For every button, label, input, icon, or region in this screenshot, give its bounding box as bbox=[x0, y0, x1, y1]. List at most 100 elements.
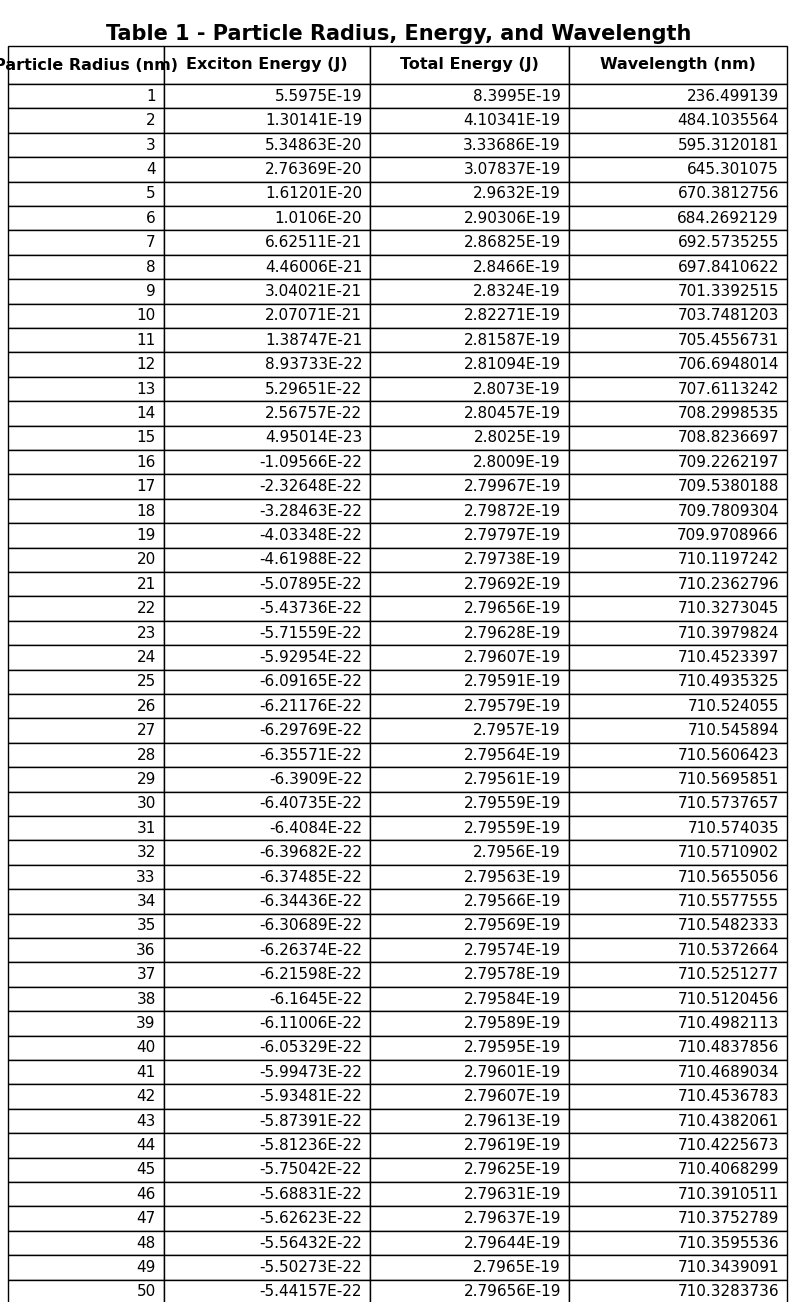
Bar bbox=[164, 1035, 370, 1060]
Text: -6.05329E-22: -6.05329E-22 bbox=[259, 1040, 362, 1056]
Bar bbox=[370, 694, 569, 719]
Bar bbox=[164, 1255, 370, 1280]
Text: 710.4523397: 710.4523397 bbox=[678, 650, 779, 665]
Bar bbox=[569, 596, 787, 621]
Bar bbox=[370, 987, 569, 1012]
Bar bbox=[8, 450, 164, 474]
Bar bbox=[164, 1060, 370, 1085]
Text: 25: 25 bbox=[136, 674, 156, 689]
Bar bbox=[569, 719, 787, 743]
Text: 2.86825E-19: 2.86825E-19 bbox=[464, 236, 561, 250]
Bar bbox=[8, 937, 164, 962]
Text: 8.3995E-19: 8.3995E-19 bbox=[473, 89, 561, 104]
Bar bbox=[370, 1157, 569, 1182]
Bar bbox=[8, 1230, 164, 1255]
Bar bbox=[569, 914, 787, 937]
Text: 709.9708966: 709.9708966 bbox=[678, 527, 779, 543]
Bar bbox=[8, 353, 164, 376]
Text: 2.79589E-19: 2.79589E-19 bbox=[464, 1016, 561, 1031]
Text: 697.8410622: 697.8410622 bbox=[678, 259, 779, 275]
Text: 5.29651E-22: 5.29651E-22 bbox=[265, 381, 362, 397]
Text: 2.79656E-19: 2.79656E-19 bbox=[464, 602, 561, 616]
Text: 44: 44 bbox=[136, 1138, 156, 1152]
Bar bbox=[8, 279, 164, 303]
Text: -6.21598E-22: -6.21598E-22 bbox=[259, 967, 362, 982]
Text: -5.43736E-22: -5.43736E-22 bbox=[259, 602, 362, 616]
Bar bbox=[370, 255, 569, 279]
Text: -4.61988E-22: -4.61988E-22 bbox=[259, 552, 362, 568]
Text: 595.3120181: 595.3120181 bbox=[678, 138, 779, 152]
Text: 709.7809304: 709.7809304 bbox=[678, 504, 779, 518]
Bar bbox=[8, 840, 164, 865]
Text: 2.79584E-19: 2.79584E-19 bbox=[464, 992, 561, 1006]
Text: -6.21176E-22: -6.21176E-22 bbox=[259, 699, 362, 713]
Text: 645.301075: 645.301075 bbox=[687, 161, 779, 177]
Bar bbox=[8, 303, 164, 328]
Bar bbox=[8, 669, 164, 694]
Bar bbox=[8, 1035, 164, 1060]
Text: 2.79644E-19: 2.79644E-19 bbox=[464, 1236, 561, 1250]
Text: 32: 32 bbox=[136, 845, 156, 861]
Text: -5.44157E-22: -5.44157E-22 bbox=[259, 1284, 362, 1299]
Bar bbox=[370, 108, 569, 133]
Text: 710.3283736: 710.3283736 bbox=[678, 1284, 779, 1299]
Bar bbox=[164, 158, 370, 181]
Text: 2.7957E-19: 2.7957E-19 bbox=[473, 723, 561, 738]
Text: 2.07071E-21: 2.07071E-21 bbox=[265, 309, 362, 323]
Text: 21: 21 bbox=[136, 577, 156, 591]
Bar bbox=[164, 962, 370, 987]
Bar bbox=[569, 1035, 787, 1060]
Bar bbox=[8, 1109, 164, 1133]
Bar bbox=[370, 474, 569, 499]
Text: 710.1197242: 710.1197242 bbox=[678, 552, 779, 568]
Text: 2.76369E-20: 2.76369E-20 bbox=[265, 161, 362, 177]
Bar bbox=[569, 889, 787, 914]
Text: 27: 27 bbox=[136, 723, 156, 738]
Text: -6.40735E-22: -6.40735E-22 bbox=[259, 797, 362, 811]
Text: 45: 45 bbox=[136, 1163, 156, 1177]
Bar bbox=[8, 158, 164, 181]
Bar bbox=[8, 401, 164, 426]
Text: 26: 26 bbox=[136, 699, 156, 713]
Text: 2.79637E-19: 2.79637E-19 bbox=[464, 1211, 561, 1226]
Text: 2.79591E-19: 2.79591E-19 bbox=[464, 674, 561, 689]
Text: 17: 17 bbox=[136, 479, 156, 493]
Bar bbox=[370, 596, 569, 621]
Text: -6.4084E-22: -6.4084E-22 bbox=[269, 820, 362, 836]
Bar bbox=[8, 230, 164, 255]
Bar bbox=[569, 279, 787, 303]
Bar bbox=[164, 133, 370, 158]
Text: 2.79578E-19: 2.79578E-19 bbox=[464, 967, 561, 982]
Bar bbox=[8, 621, 164, 646]
Text: 2.79566E-19: 2.79566E-19 bbox=[464, 894, 561, 909]
Text: 5.34863E-20: 5.34863E-20 bbox=[265, 138, 362, 152]
Bar bbox=[370, 1109, 569, 1133]
Text: 684.2692129: 684.2692129 bbox=[678, 211, 779, 225]
Bar bbox=[164, 743, 370, 767]
Bar bbox=[370, 279, 569, 303]
Bar bbox=[569, 474, 787, 499]
Text: 2.82271E-19: 2.82271E-19 bbox=[464, 309, 561, 323]
Text: 2.79738E-19: 2.79738E-19 bbox=[464, 552, 561, 568]
Bar bbox=[8, 646, 164, 669]
Bar bbox=[164, 1230, 370, 1255]
Bar bbox=[164, 1207, 370, 1230]
Bar bbox=[569, 1255, 787, 1280]
Bar bbox=[164, 987, 370, 1012]
Text: -2.32648E-22: -2.32648E-22 bbox=[259, 479, 362, 493]
Text: Wavelength (nm): Wavelength (nm) bbox=[600, 57, 756, 73]
Bar bbox=[370, 1012, 569, 1035]
Text: 710.5120456: 710.5120456 bbox=[678, 992, 779, 1006]
Bar bbox=[569, 669, 787, 694]
Bar bbox=[8, 499, 164, 523]
Bar bbox=[370, 1035, 569, 1060]
Bar bbox=[569, 1207, 787, 1230]
Bar bbox=[164, 1109, 370, 1133]
Bar bbox=[370, 158, 569, 181]
Text: -5.81236E-22: -5.81236E-22 bbox=[259, 1138, 362, 1152]
Bar bbox=[370, 206, 569, 230]
Text: 710.2362796: 710.2362796 bbox=[678, 577, 779, 591]
Text: 703.7481203: 703.7481203 bbox=[678, 309, 779, 323]
Bar bbox=[164, 914, 370, 937]
Bar bbox=[569, 792, 787, 816]
